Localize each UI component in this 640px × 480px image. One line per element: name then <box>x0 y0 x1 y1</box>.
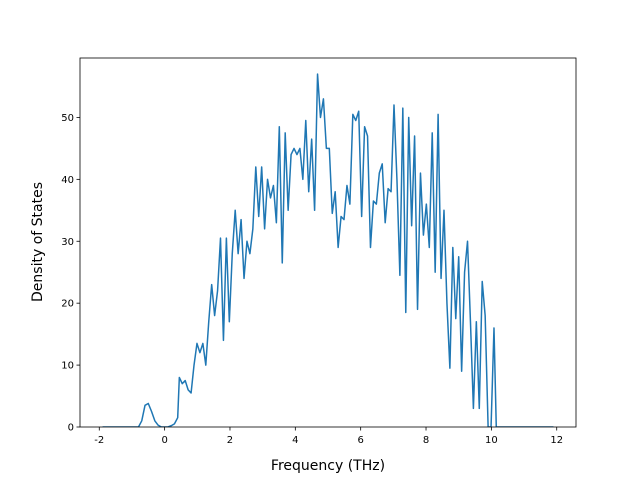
x-tick-label: 12 <box>550 435 563 446</box>
y-tick-label: 50 <box>61 113 74 124</box>
y-axis-label: Density of States <box>30 182 46 302</box>
x-tick-label: 10 <box>485 435 498 446</box>
y-tick-label: 10 <box>61 361 74 372</box>
x-tick-label: -2 <box>94 435 104 446</box>
y-tick-label: 30 <box>61 237 74 248</box>
x-tick-label: 8 <box>423 435 429 446</box>
x-axis-label: Frequency (THz) <box>271 458 385 474</box>
x-tick-label: 2 <box>227 435 233 446</box>
y-tick-label: 20 <box>61 299 74 310</box>
y-tick-label: 0 <box>68 423 74 434</box>
x-tick-label: 0 <box>161 435 167 446</box>
line <box>102 73 554 427</box>
y-tick-label: 40 <box>61 175 74 186</box>
axes-frame <box>79 57 577 428</box>
x-tick-label: 4 <box>292 435 298 446</box>
x-tick-label: 6 <box>357 435 363 446</box>
